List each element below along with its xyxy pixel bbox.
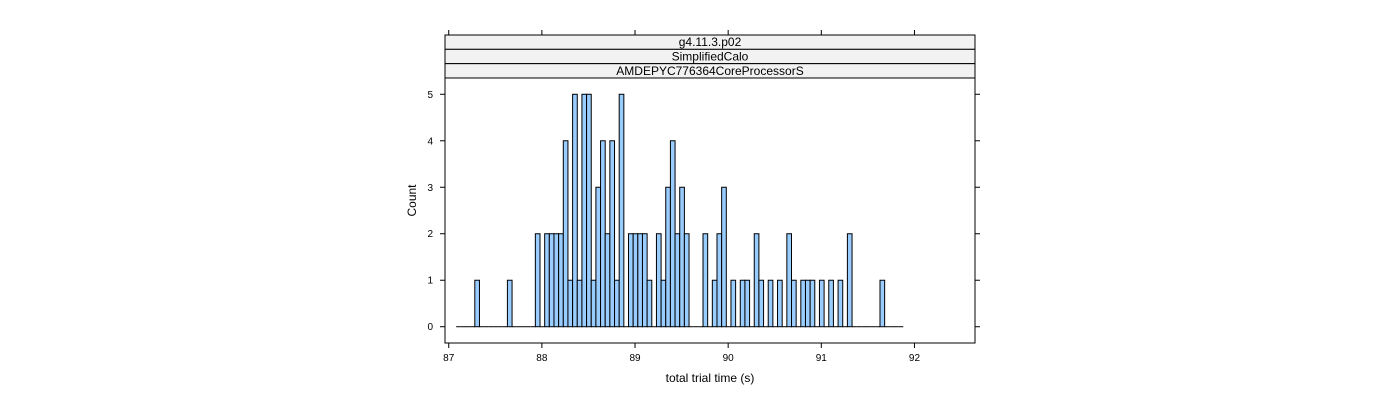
histogram-bar (637, 233, 643, 328)
histogram-bar (730, 279, 737, 328)
histogram-bar (595, 186, 602, 328)
strip-label: SimplifiedCalo (672, 49, 749, 63)
histogram-bar (609, 140, 616, 328)
histogram-bar (581, 93, 588, 328)
plot-panel (444, 77, 976, 344)
x-tick-label: 89 (629, 353, 641, 364)
histogram-bar (777, 279, 783, 328)
histogram-bar (711, 279, 718, 328)
histogram-bar (627, 233, 634, 328)
histogram-bar (879, 279, 886, 328)
histogram-bar (544, 233, 550, 328)
histogram-bar (548, 233, 555, 328)
histogram-bar (721, 186, 727, 328)
x-axis-label: total trial time (s) (666, 371, 755, 385)
y-tick-label: 2 (427, 229, 433, 240)
histogram-bar (702, 233, 709, 328)
histogram-bar (614, 279, 620, 328)
histogram-bar (641, 233, 648, 328)
strip-label: g4.11.3.p02 (679, 35, 742, 49)
y-axis-label: Count (405, 184, 419, 217)
x-tick-label: 87 (443, 353, 455, 364)
y-tick-label: 4 (427, 136, 433, 147)
histogram-bar (758, 279, 765, 328)
histogram-bar (655, 233, 662, 328)
histogram-bar (818, 279, 825, 328)
histogram-bar (572, 93, 578, 328)
histogram-bar (646, 279, 653, 328)
histogram-bar (674, 233, 681, 328)
x-tick-label: 88 (536, 353, 548, 364)
histogram-bar (809, 279, 816, 328)
histogram-bar (744, 279, 751, 328)
histogram-bar (767, 279, 774, 328)
histogram-bar (791, 279, 797, 328)
histogram-bar (716, 233, 723, 328)
histogram-bar (800, 279, 806, 328)
strip-headers: g4.11.3.p02SimplifiedCaloAMDEPYC776364Co… (444, 34, 976, 79)
x-tick-label: 92 (909, 353, 921, 364)
histogram-bar (669, 140, 676, 328)
histogram-bar (739, 279, 746, 328)
histogram-bar (846, 233, 853, 328)
histogram-bar (828, 279, 834, 328)
histogram-bar (586, 93, 592, 328)
histogram-bar (660, 279, 667, 328)
x-tick-label: 91 (816, 353, 828, 364)
histogram-bar (804, 279, 811, 328)
histogram-bar (576, 279, 583, 328)
histogram-bar (590, 279, 597, 328)
y-tick-label: 3 (427, 183, 433, 194)
histogram-bar (679, 186, 685, 328)
x-axis: 87 88 89 90 91 92 (443, 30, 920, 364)
y-tick-label: 1 (427, 276, 433, 287)
histogram-bar (604, 233, 611, 328)
x-tick-label: 90 (723, 353, 735, 364)
y-tick-label: 5 (427, 90, 433, 101)
histogram-bar (562, 140, 569, 328)
histogram-bar (553, 233, 560, 328)
y-tick-label: 0 (427, 322, 433, 333)
y-axis: 0 1 2 3 4 5 (427, 90, 980, 333)
histogram-bar (558, 233, 564, 328)
histogram-bar (753, 233, 760, 328)
histogram-bar (665, 186, 671, 328)
histogram-bar (474, 279, 480, 328)
histogram-bar (567, 279, 574, 328)
histogram-bar (632, 233, 639, 328)
strip-label: AMDEPYC776364CoreProcessorS (616, 64, 803, 78)
histogram-bar (618, 93, 625, 328)
histogram-bar (786, 233, 793, 328)
histogram-bar (683, 233, 690, 328)
histogram-bar (600, 140, 606, 328)
histogram-bars (456, 93, 904, 328)
histogram-bar (506, 279, 513, 328)
histogram-bar (534, 233, 541, 328)
histogram-bar (837, 279, 844, 328)
